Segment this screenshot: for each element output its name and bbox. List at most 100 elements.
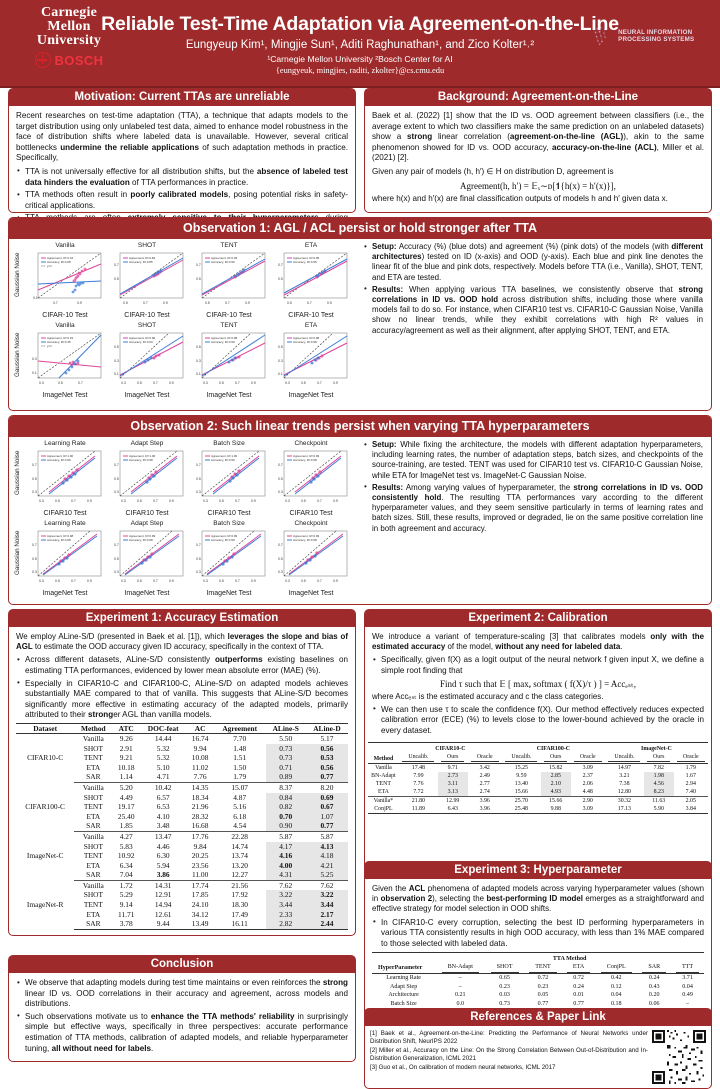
table-cell-method: SAR bbox=[74, 870, 113, 881]
table-cell: 9.14 bbox=[119, 900, 133, 910]
table-cell-method: SAR bbox=[74, 772, 113, 783]
table-cell: 1.07 bbox=[305, 811, 348, 822]
experiment2-equation: Find τ such that 𝔼 [ maxₑ softmax ( f(X)… bbox=[440, 678, 636, 689]
table-row: SHOT 2.91 5.32 9.94 1.48 0.73 0.56 bbox=[16, 743, 348, 754]
svg-text:0.7: 0.7 bbox=[317, 381, 322, 385]
table-cell-method: SHOT bbox=[83, 743, 104, 753]
svg-text:0.7: 0.7 bbox=[196, 543, 201, 547]
svg-text:0.5: 0.5 bbox=[55, 579, 60, 583]
table-cell: 0.69 bbox=[305, 792, 348, 803]
svg-text:0.5: 0.5 bbox=[114, 345, 119, 349]
svg-text:0.5: 0.5 bbox=[196, 277, 201, 281]
table-cell: 16.74 bbox=[191, 733, 209, 743]
table-cell: 3.21 bbox=[619, 772, 630, 779]
table-cell: 25.70 bbox=[514, 797, 529, 804]
table-cell: 1.79 bbox=[685, 764, 696, 771]
svg-text:0.1: 0.1 bbox=[32, 371, 37, 375]
table-cell: 0.70 bbox=[265, 811, 306, 822]
svg-text:Agreement, R²:0.98: Agreement, R²:0.98 bbox=[47, 534, 74, 538]
table-cell-method: ETA bbox=[368, 787, 399, 797]
table-cell: 0.23 bbox=[499, 983, 510, 990]
svg-text:Accuracy, R²:0.99: Accuracy, R²:0.99 bbox=[211, 340, 235, 344]
table-cell-hyperparameter: Learning Rate bbox=[386, 975, 421, 982]
table-cell: 6.34 bbox=[119, 860, 133, 870]
column-header-hyperparameter: HyperParameter bbox=[372, 952, 436, 975]
table-cell: 0.04 bbox=[682, 983, 693, 990]
svg-text:0.9: 0.9 bbox=[77, 301, 82, 305]
calibration-table-wrap: Method CIFAR10-C CIFAR100-C ImageNet-C U… bbox=[368, 742, 708, 814]
table-cell: 11.89 bbox=[398, 804, 438, 814]
bosch-logo-label: BOSCH bbox=[54, 52, 104, 68]
table-cell: 9.44 bbox=[139, 919, 187, 930]
experiment2-bullet-1: Specifically, given f(X) as a logit outp… bbox=[372, 655, 704, 676]
table-cell: 1.98 bbox=[643, 771, 674, 780]
table-cell-method: TENT bbox=[83, 851, 103, 861]
table-cell: 6.43 bbox=[437, 804, 468, 814]
plot-xlabel: CIFAR-10 Test bbox=[42, 312, 88, 319]
table-cell: 23.56 bbox=[191, 860, 209, 870]
table-cell: 5.17 bbox=[320, 733, 334, 743]
svg-text:0.3: 0.3 bbox=[121, 381, 126, 385]
plot-title: Checkpoint bbox=[294, 520, 328, 527]
table-cell: 9.26 bbox=[119, 733, 133, 743]
svg-text:Accuracy, R²:0.99: Accuracy, R²:0.99 bbox=[47, 458, 71, 462]
svg-text:Accuracy, R²:0.85: Accuracy, R²:0.85 bbox=[129, 260, 153, 264]
table-cell: 4.27 bbox=[119, 831, 133, 841]
scatter-plot: Agreement, R²:1.00 Accuracy, R²:0.99 0.7… bbox=[32, 450, 102, 503]
experiment2-equation-note: where Accₑₛₜ is the estimated accuracy a… bbox=[372, 691, 604, 701]
scatter-plot: Agreement, R²:0.93 Accuracy, R²:0.96 0.5… bbox=[196, 252, 266, 305]
plot-cell-vanilla-imagenet: Vanilla Agreement, R²:0.01 bbox=[25, 322, 105, 400]
plot-xlabel: ImageNet Test bbox=[206, 590, 252, 597]
plot-title: SHOT bbox=[137, 242, 157, 249]
table-cell: 34.12 bbox=[191, 909, 209, 919]
table-cell: 3.42 bbox=[479, 764, 490, 771]
svg-text:0.5: 0.5 bbox=[137, 579, 142, 583]
table-cell: 7.99 bbox=[413, 772, 424, 779]
svg-text:0.9: 0.9 bbox=[333, 499, 338, 503]
scatter-plot: Agreement, R²:0.84 Accuracy, R²:0.85 0.5… bbox=[114, 252, 184, 305]
cmu-logo: Carnegie Mellon University BOSCH bbox=[14, 6, 124, 68]
table-cell: 3.09 bbox=[570, 804, 605, 814]
table-cell: 7.38 bbox=[619, 780, 630, 787]
table-cell: 5.32 bbox=[156, 743, 170, 753]
table-cell: 18.30 bbox=[231, 900, 249, 910]
references-list: [1] Baek et al., Agreement-on-the-Line: … bbox=[370, 1030, 648, 1084]
svg-text:0.5: 0.5 bbox=[219, 381, 224, 385]
plot-cell-tent-imagenet: TENT Agreement, R²:0.98 bbox=[189, 322, 269, 400]
svg-text:Agreement, R²:0.95: Agreement, R²:0.95 bbox=[293, 256, 320, 260]
list-item: Setup: While fixing the architecture, th… bbox=[363, 440, 703, 481]
table-cell: 17.13 bbox=[604, 804, 644, 814]
observation1-text: Setup: Accuracy (%) (blue dots) and agre… bbox=[363, 242, 703, 400]
column-subheader: Ours bbox=[643, 752, 674, 764]
table-cell: 4.87 bbox=[233, 792, 247, 802]
table-row: SHOT 5.83 4.46 9.84 14.74 4.17 4.13 bbox=[16, 841, 348, 852]
svg-text:0.7: 0.7 bbox=[317, 579, 322, 583]
plot-row-cifar: Gaussian Noise Vanilla bbox=[14, 242, 359, 320]
table-cell: 0.71 bbox=[265, 762, 306, 773]
table-cell-method: SHOT bbox=[83, 890, 104, 900]
table-cell: 11.71 bbox=[118, 909, 135, 919]
column-subheader: SAR bbox=[637, 963, 672, 975]
table-row: Architecture 0.21 0.03 0.05 0.01 0.04 0.20 0.49 bbox=[372, 991, 704, 1000]
table-cell-method: TENT bbox=[83, 753, 103, 763]
table-cell: 4.54 bbox=[213, 821, 266, 832]
table-cell: 7.62 bbox=[279, 880, 293, 890]
svg-text:0.3: 0.3 bbox=[32, 490, 37, 494]
qr-code-icon[interactable] bbox=[652, 1030, 706, 1084]
plot-xlabel: CIFAR-10 Test bbox=[288, 312, 334, 319]
svg-text:0.5: 0.5 bbox=[114, 477, 119, 481]
plot-xlabel: CIFAR-10 Test bbox=[206, 312, 252, 319]
svg-text:0.3: 0.3 bbox=[39, 579, 44, 583]
table-cell: 16.11 bbox=[213, 919, 266, 930]
table-header: Method CIFAR10-C CIFAR100-C ImageNet-C U… bbox=[368, 742, 708, 764]
plot-xlabel: ImageNet Test bbox=[42, 392, 88, 399]
svg-text:0.1: 0.1 bbox=[33, 296, 38, 300]
table-row: ETA 10.18 5.10 11.02 1.50 0.71 0.56 bbox=[16, 762, 348, 773]
svg-text:Agreement, R²:0.84: Agreement, R²:0.84 bbox=[129, 256, 156, 260]
svg-text:0.7: 0.7 bbox=[153, 499, 158, 503]
svg-text:Agreement, R²:1.00: Agreement, R²:1.00 bbox=[47, 454, 74, 458]
scatter-plot: Agreement, R²:0.99 Accuracy, R²:0.99 0.7… bbox=[196, 530, 266, 583]
background-body: Baek et al. (2022) [1] show that the ID … bbox=[365, 106, 711, 212]
column-header: ALine-S bbox=[265, 722, 306, 734]
column-subheader: ConjPL bbox=[595, 963, 638, 975]
